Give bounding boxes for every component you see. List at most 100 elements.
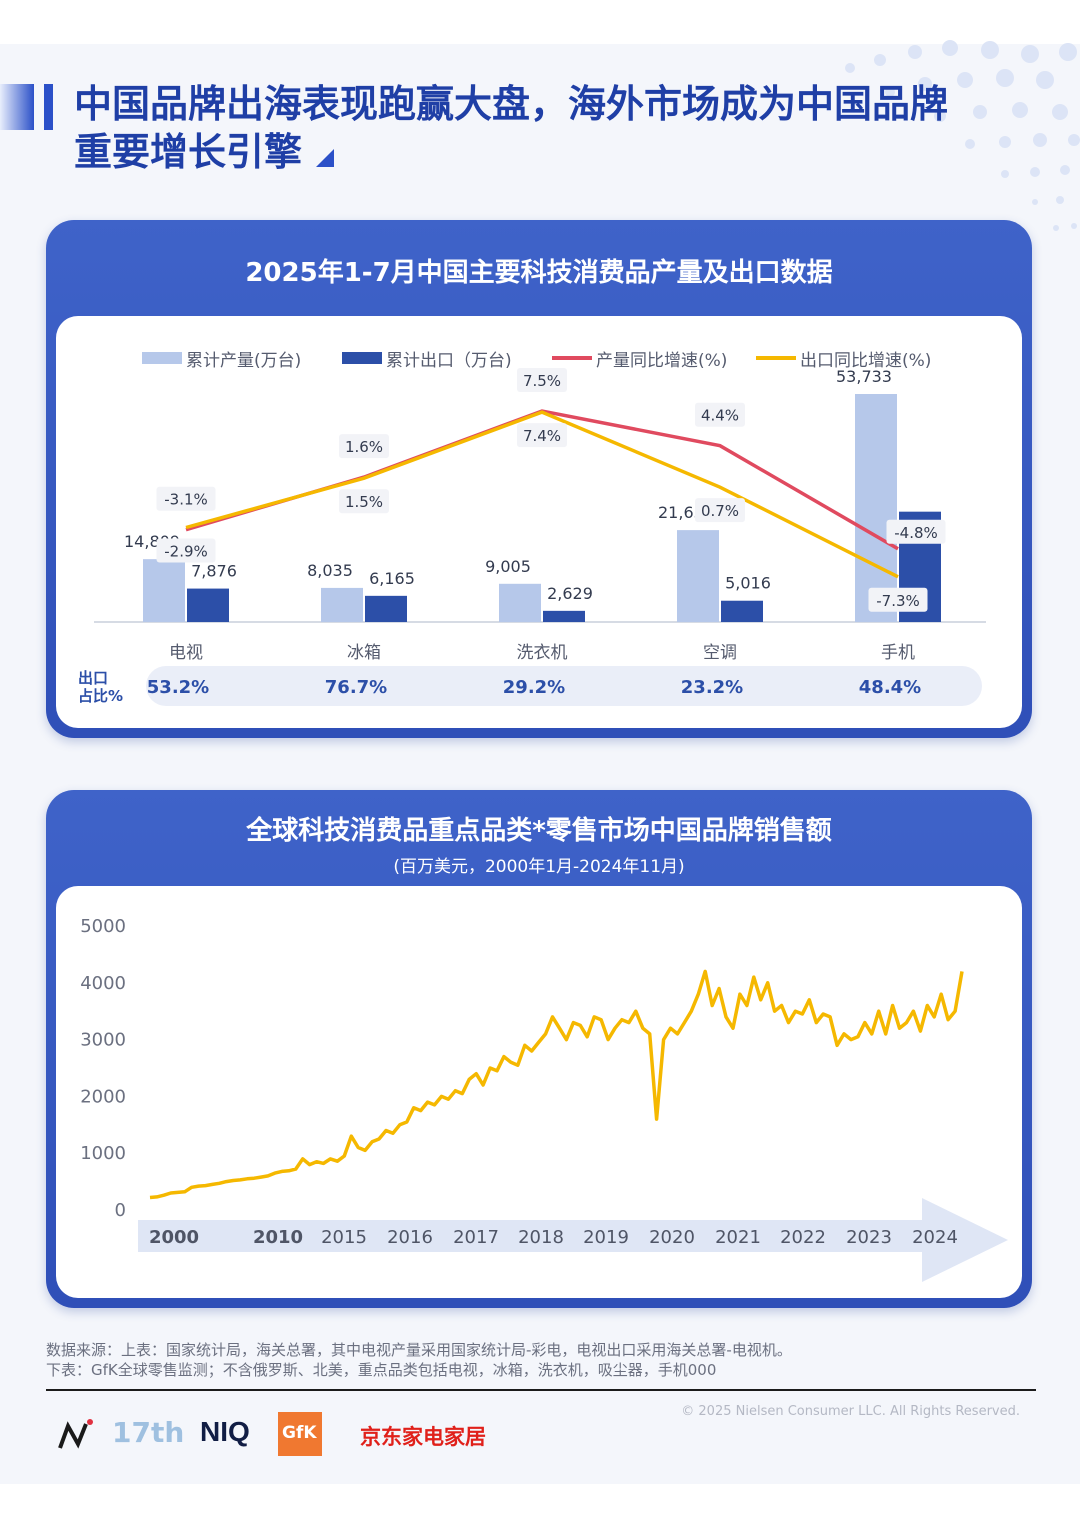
export-share-band <box>146 666 982 706</box>
gfk-logo: GfK <box>278 1412 322 1456</box>
corner-arrow-icon <box>316 149 335 167</box>
label-export-growth-2-bg <box>517 423 567 448</box>
label-export-growth-3-bg <box>695 498 745 523</box>
bar-production-3 <box>677 530 719 622</box>
x-tick-0: 2000 <box>149 1227 199 1248</box>
label-production-growth-4-bg <box>886 519 946 544</box>
label-export-1: 6,165 <box>369 569 415 588</box>
x-tick-9: 2022 <box>780 1227 826 1248</box>
x-axis-arrow <box>138 1198 1008 1282</box>
legend-production-growth-label: 产量同比增速(%) <box>596 351 727 371</box>
x-tick-11: 2024 <box>912 1227 958 1248</box>
label-production-growth-3-bg <box>695 402 745 427</box>
bar-production-1 <box>321 587 363 622</box>
y-tick-5: 0 <box>115 1200 126 1221</box>
category-label-4: 手机 <box>881 643 915 663</box>
decorative-dot-pattern <box>845 40 1080 231</box>
export-share-0: 53.2% <box>147 677 209 698</box>
data-source-line2: 下表：GfK全球零售监测；不含俄罗斯、北美，重点品类包括电视，冰箱，洗衣机，吸尘… <box>46 1361 717 1379</box>
sales-line-chart: 5000 4000 3000 2000 1000 0 2000 2010 2015 2016 20… <box>80 916 1008 1282</box>
y-tick-4: 1000 <box>80 1143 126 1164</box>
export-share-3: 23.2% <box>681 677 743 698</box>
x-tick-10: 2023 <box>846 1227 892 1248</box>
data-source-note: 数据来源：上表：国家统计局，海关总署，其中电视产量采用国家统计局-彩电，电视出口… <box>46 1340 1036 1380</box>
17th-logo: 17th <box>112 1416 184 1449</box>
chart-legend: 累计产量(万台) 累计出口（万台) 产量同比增速(%) 出口同比增速(%) <box>142 351 931 371</box>
bar-production-4 <box>855 394 897 622</box>
label-production-growth-2-bg <box>517 368 567 392</box>
production-export-title: 2025年1-7月中国主要科技消费品产量及出口数据 <box>245 258 833 288</box>
category-label-1: 冰箱 <box>347 643 381 663</box>
page-title-line2: 重要增长引擎 <box>74 130 303 174</box>
production-export-chart: 累计产量(万台) 累计出口（万台) 产量同比增速(%) 出口同比增速(%) 14… <box>78 351 986 706</box>
bar-export-0 <box>187 588 229 622</box>
bar-export-2 <box>543 610 585 622</box>
x-tick-4: 2017 <box>453 1227 499 1248</box>
bar-export-3 <box>721 600 763 622</box>
y-tick-3: 2000 <box>80 1086 126 1107</box>
label-export-growth-3: 0.7% <box>701 502 739 520</box>
label-export-growth-4: -7.3% <box>876 592 920 610</box>
data-source-line1: 数据来源：上表：国家统计局，海关总署，其中电视产量采用国家统计局-彩电，电视出口… <box>46 1341 792 1359</box>
bar-production-2 <box>499 583 541 622</box>
category-label-3: 空调 <box>703 643 737 663</box>
label-export-growth-0: -2.9% <box>164 542 208 560</box>
ni-logo: NI <box>56 1414 100 1454</box>
y-tick-2: 3000 <box>80 1030 126 1051</box>
copyright: © 2025 Nielsen Consumer LLC. All Rights … <box>681 1404 1020 1419</box>
label-production-growth-3: 4.4% <box>701 407 739 425</box>
production-export-panel: 2025年1-7月中国主要科技消费品产量及出口数据 累计产量(万台) 累计出口（… <box>46 220 1032 738</box>
x-tick-8: 2021 <box>715 1227 761 1248</box>
export-share-label-line2: 占比% <box>78 687 123 705</box>
x-tick-6: 2019 <box>583 1227 629 1248</box>
x-tick-3: 2016 <box>387 1227 433 1248</box>
ni-logo-text: NI <box>56 1414 57 1415</box>
label-production-growth-1: 1.6% <box>345 438 383 456</box>
export-share-label-line1: 出口 <box>78 669 108 687</box>
label-export-growth-4-bg <box>868 587 928 612</box>
page-title-line1: 中国品牌出海表现跑赢大盘，海外市场成为中国品牌 <box>74 82 949 126</box>
label-export-growth-1: 1.5% <box>345 493 383 511</box>
gfk-logo-text: GfK <box>282 1423 317 1443</box>
label-export-growth-2: 7.4% <box>523 427 561 445</box>
label-export-growth-1-bg <box>339 489 389 514</box>
bottom-band <box>0 1484 1080 1528</box>
x-tick-7: 2020 <box>649 1227 695 1248</box>
legend-export-swatch <box>342 352 382 364</box>
title-accent-bar <box>44 84 53 130</box>
sales-subtitle: (百万美元，2000年1月-2024年11月) <box>393 857 685 877</box>
legend-production-label: 累计产量(万台) <box>186 351 301 371</box>
footer-divider <box>46 1389 1036 1391</box>
sales-panel: 全球科技消费品重点品类*零售市场中国品牌销售额 (百万美元，2000年1月-20… <box>46 790 1032 1308</box>
x-tick-5: 2018 <box>518 1227 564 1248</box>
title-accent-gradient <box>0 84 34 130</box>
label-production-growth-0: -3.1% <box>164 491 208 509</box>
category-label-0: 电视 <box>169 643 203 663</box>
x-tick-2: 2015 <box>321 1227 367 1248</box>
export-share-2: 29.2% <box>503 677 565 698</box>
legend-export-growth-label: 出口同比增速(%) <box>800 351 931 371</box>
jd-appliance-logo: 京东家电家居 <box>360 1425 486 1449</box>
export-share-1: 76.7% <box>325 677 387 698</box>
y-tick-1: 4000 <box>80 973 126 994</box>
sales-chart-area: 5000 4000 3000 2000 1000 0 2000 2010 2015 2016 20… <box>56 886 1022 1298</box>
y-tick-0: 5000 <box>80 916 126 937</box>
niq-logo: NIQ <box>200 1416 250 1447</box>
label-export-2: 2,629 <box>547 584 593 603</box>
production-export-chart-area: 累计产量(万台) 累计出口（万台) 产量同比增速(%) 出口同比增速(%) 14… <box>56 316 1022 728</box>
line-export-growth <box>185 410 899 579</box>
bar-export-1 <box>365 595 407 622</box>
top-band <box>0 0 1080 44</box>
label-export-0: 7,876 <box>191 562 237 581</box>
page-title: 中国品牌出海表现跑赢大盘，海外市场成为中国品牌 重要增长引擎 <box>74 80 1034 176</box>
bar-production-0 <box>143 559 185 622</box>
category-label-2: 洗衣机 <box>517 643 568 663</box>
label-production-growth-2: 7.5% <box>523 372 561 390</box>
legend-production-swatch <box>142 352 182 364</box>
label-export-growth-0-bg <box>156 538 216 563</box>
sales-line <box>149 969 964 1200</box>
legend-export-label: 累计出口（万台) <box>386 351 512 371</box>
label-production-growth-0-bg <box>156 486 216 511</box>
label-production-2: 9,005 <box>485 557 531 576</box>
label-production-1: 8,035 <box>307 561 353 580</box>
